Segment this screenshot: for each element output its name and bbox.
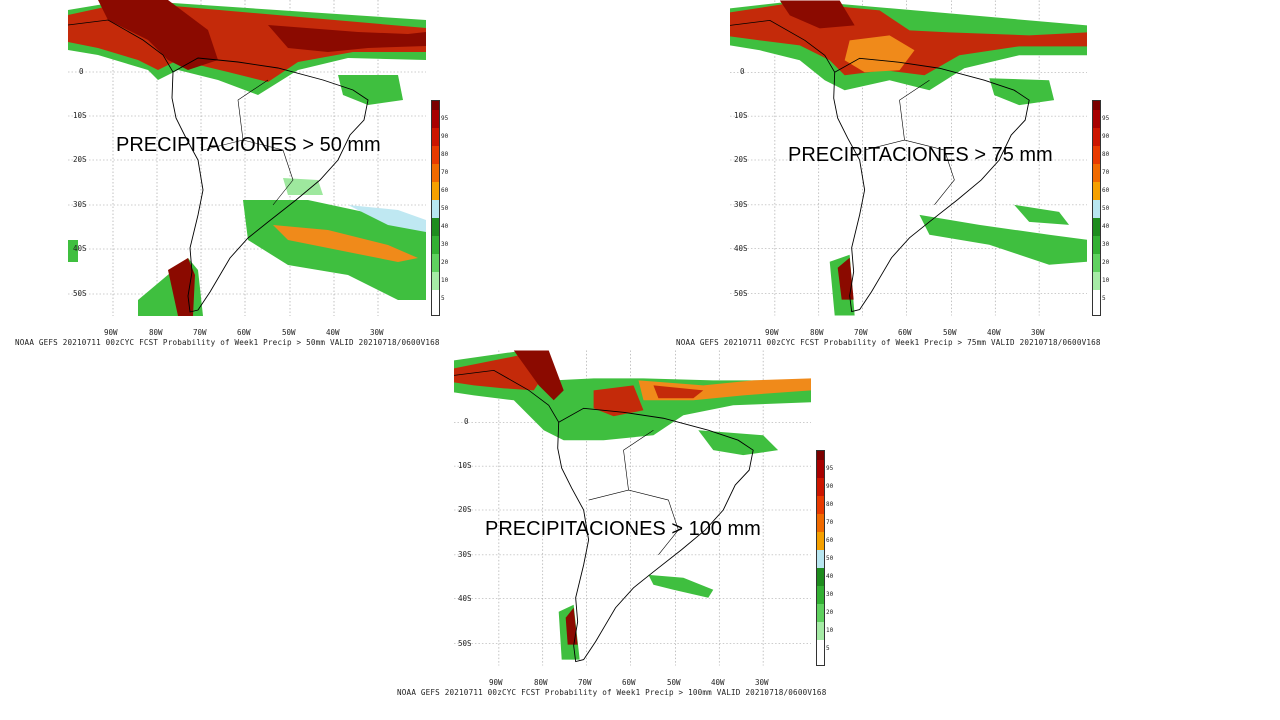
lat-label: 0 [79, 67, 84, 76]
map-plot-75mm [730, 0, 1087, 316]
lat-label: 30S [73, 200, 87, 209]
colorbar-label: 70 [1102, 169, 1110, 176]
colorbar-label: 5 [441, 295, 445, 302]
precip-shading [454, 350, 811, 660]
colorbar-label: 95 [826, 465, 834, 472]
lon-label: 40W [711, 678, 725, 687]
precip-shading [730, 0, 1087, 316]
south-america-outline [833, 57, 1030, 313]
colorbar-label: 20 [441, 259, 449, 266]
lon-label: 30W [755, 678, 769, 687]
lat-label: 50S [734, 289, 748, 298]
lat-label: 40S [734, 244, 748, 253]
lat-label: 30S [734, 200, 748, 209]
map-caption: NOAA GEFS 20210711 00zCYC FCST Probabili… [676, 338, 1101, 347]
colorbar-label: 50 [441, 205, 449, 212]
lon-label: 60W [237, 328, 251, 337]
lon-label: 30W [370, 328, 384, 337]
lat-label: 10S [734, 111, 748, 120]
lon-label: 60W [622, 678, 636, 687]
colorbar-label: 5 [1102, 295, 1106, 302]
colorbar-label: 95 [1102, 115, 1110, 122]
lat-label: 50S [73, 289, 87, 298]
colorbar-label: 20 [826, 609, 834, 616]
lon-label: 30W [1031, 328, 1045, 337]
colorbar-label: 40 [826, 573, 834, 580]
colorbar-label: 80 [1102, 151, 1110, 158]
map-caption: NOAA GEFS 20210711 00zCYC FCST Probabili… [15, 338, 440, 347]
lat-label: 10S [73, 111, 87, 120]
lon-label: 50W [282, 328, 296, 337]
colorbar-label: 40 [441, 223, 449, 230]
colorbar-label: 60 [1102, 187, 1110, 194]
lon-label: 80W [534, 678, 548, 687]
colorbar-label: 40 [1102, 223, 1110, 230]
colorbar [816, 450, 825, 666]
lon-label: 80W [149, 328, 163, 337]
lon-label: 90W [489, 678, 503, 687]
lon-label: 60W [898, 328, 912, 337]
map-panel-75mm: 0 10S 20S 30S 40S 50S 90W 80W 70W 60W 50… [0, 0, 1280, 350]
colorbar-label: 70 [441, 169, 449, 176]
south-america-outline [557, 407, 754, 663]
colorbar-label: 20 [1102, 259, 1110, 266]
colorbar-label: 60 [826, 537, 834, 544]
colorbar [1092, 100, 1101, 316]
colorbar-label: 10 [441, 277, 449, 284]
lat-label: 20S [734, 155, 748, 164]
lon-label: 40W [326, 328, 340, 337]
colorbar-label: 30 [441, 241, 449, 248]
lon-label: 80W [810, 328, 824, 337]
lon-label: 70W [193, 328, 207, 337]
colorbar-label: 30 [826, 591, 834, 598]
colorbar-label: 80 [441, 151, 449, 158]
map-plot-50mm [68, 0, 426, 316]
colorbar [431, 100, 440, 316]
overlay-title: PRECIPITACIONES > 50 mm [116, 134, 381, 156]
lon-label: 40W [987, 328, 1001, 337]
lon-label: 50W [943, 328, 957, 337]
lon-label: 70W [578, 678, 592, 687]
map-plot-100mm [454, 350, 811, 666]
lat-label: 30S [458, 550, 472, 559]
colorbar-label: 90 [441, 133, 449, 140]
lon-label: 50W [667, 678, 681, 687]
colorbar-label: 90 [1102, 133, 1110, 140]
colorbar-label: 50 [826, 555, 834, 562]
lat-label: 0 [464, 417, 469, 426]
lon-label: 70W [854, 328, 868, 337]
lat-label: 20S [73, 155, 87, 164]
lat-label: 10S [458, 461, 472, 470]
overlay-title: PRECIPITACIONES > 100 mm [485, 518, 761, 540]
colorbar-label: 50 [1102, 205, 1110, 212]
colorbar-label: 5 [826, 645, 830, 652]
colorbar-label: 10 [1102, 277, 1110, 284]
lat-label: 20S [458, 505, 472, 514]
colorbar-label: 30 [1102, 241, 1110, 248]
lat-label: 50S [458, 639, 472, 648]
lat-label: 40S [73, 244, 87, 253]
south-america-outline [171, 57, 369, 313]
colorbar-label: 60 [441, 187, 449, 194]
colorbar-label: 95 [441, 115, 449, 122]
overlay-title: PRECIPITACIONES > 75 mm [788, 144, 1053, 166]
lon-label: 90W [765, 328, 779, 337]
map-panel-50mm: 0 10S 20S 30S 40S 50S 90W 80W 70W 60W 50… [0, 0, 470, 350]
map-caption: NOAA GEFS 20210711 00zCYC FCST Probabili… [397, 688, 827, 697]
lon-label: 90W [104, 328, 118, 337]
colorbar-label: 70 [826, 519, 834, 526]
lat-label: 0 [740, 67, 745, 76]
colorbar-label: 10 [826, 627, 834, 634]
lat-label: 40S [458, 594, 472, 603]
colorbar-label: 90 [826, 483, 834, 490]
colorbar-label: 80 [826, 501, 834, 508]
precip-shading [68, 0, 426, 316]
